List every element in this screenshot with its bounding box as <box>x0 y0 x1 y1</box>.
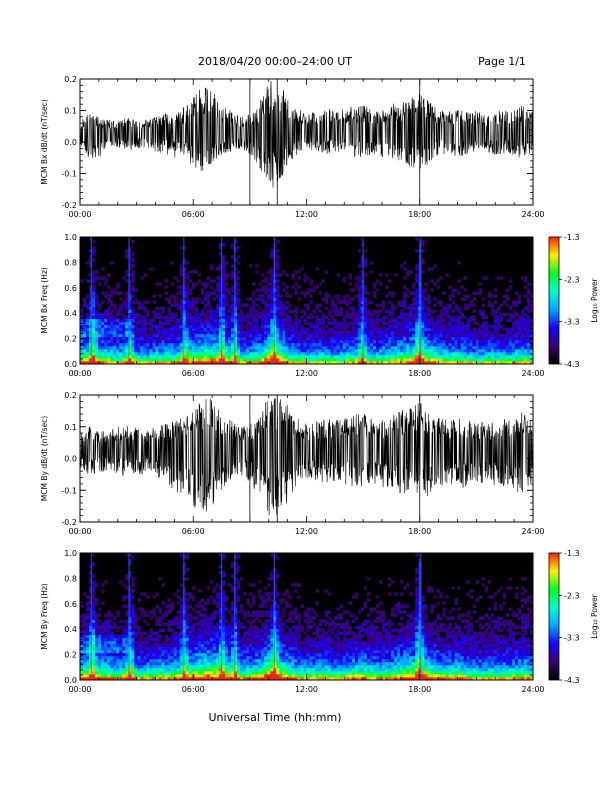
x-tick-label: 12:00 <box>295 210 318 219</box>
y-tick-label: 0.0 <box>64 676 77 685</box>
colorbar-tick-label: -3.3 <box>564 318 580 327</box>
spectrogram-cells <box>80 553 533 680</box>
x-tick-label: 24:00 <box>521 210 544 219</box>
by-colorbar: -1.3 -2.3 -3.3 -4.3 Log₁₀ Power <box>548 549 599 685</box>
x-tick-label: 24:00 <box>521 527 544 536</box>
colorbar-tick-label: -1.3 <box>564 233 580 242</box>
colorbar-tick-label: -3.3 <box>564 634 580 643</box>
y-tick-label: -0.1 <box>61 170 77 179</box>
colorbar-tick-label: -2.3 <box>564 275 580 284</box>
x-tick-label: 06:00 <box>182 685 205 694</box>
colorbar-label: Log₁₀ Power <box>590 593 599 638</box>
x-tick-label: 06:00 <box>182 527 205 536</box>
y-tick-label: 0.8 <box>64 574 77 583</box>
x-tick-label: 00:00 <box>68 685 91 694</box>
y-tick-label: 0.2 <box>64 335 77 344</box>
x-tick-label: 12:00 <box>295 369 318 378</box>
x-tick-label: 12:00 <box>295 527 318 536</box>
dbdt-series-line <box>80 397 533 516</box>
y-axis-label: MCM Bx Freq (Hz) <box>40 267 49 333</box>
waveform-trace <box>80 395 533 522</box>
x-tick-label: 18:00 <box>408 369 431 378</box>
by-spectrogram-panel: 0.0 0.2 0.4 0.6 0.8 1.0 00:00 06:00 12:00 18:00 24… <box>40 549 545 694</box>
y-tick-label: 0.0 <box>64 455 77 464</box>
x-tick-label: 18:00 <box>408 210 431 219</box>
colorbar-tick-label: -4.3 <box>564 360 580 369</box>
x-tick-label: 12:00 <box>295 685 318 694</box>
spectrogram-cells <box>80 237 533 364</box>
y-tick-label: 0.6 <box>64 284 77 293</box>
x-tick-label: 00:00 <box>68 210 91 219</box>
y-tick-label: -0.2 <box>61 201 77 210</box>
page-indicator: Page 1/1 <box>478 55 526 68</box>
colorbar-label: Log₁₀ Power <box>590 277 599 322</box>
colorbar-tick-label: -1.3 <box>564 549 580 558</box>
x-tick-label: 24:00 <box>521 369 544 378</box>
dbdt-series-line <box>80 81 533 188</box>
y-axis-label: MCM By Freq (Hz) <box>40 583 49 649</box>
y-tick-label: 0.4 <box>64 625 77 634</box>
y-axis-label: MCM By dB/dt (nT/sec) <box>40 416 49 501</box>
y-tick-label: 0.6 <box>64 600 77 609</box>
colorbar-tick-label: -2.3 <box>564 591 580 600</box>
colorbar-scale <box>548 552 560 681</box>
y-tick-label: 0.8 <box>64 258 77 267</box>
y-axis-label: MCM Bx dB/dt (nT/sec) <box>40 99 49 184</box>
x-tick-label: 18:00 <box>408 685 431 694</box>
y-tick-label: 0.1 <box>64 107 77 116</box>
bx-spectrogram-panel: 0.0 0.2 0.4 0.6 0.8 1.0 00:00 06:00 12:00 18:00 24… <box>40 233 545 378</box>
y-tick-label: -0.1 <box>61 486 77 495</box>
colorbar-scale <box>548 236 560 365</box>
y-tick-label: 0.4 <box>64 309 77 318</box>
y-tick-label: 0.1 <box>64 423 77 432</box>
figure-title: 2018/04/20 00:00–24:00 UT <box>198 55 352 68</box>
by-dbdt-panel: -0.2 -0.1 0.0 0.1 0.2 00:00 06:00 12:00 18:00 24:… <box>40 391 545 536</box>
x-tick-label: 24:00 <box>521 685 544 694</box>
x-tick-label: 06:00 <box>182 210 205 219</box>
y-tick-label: -0.2 <box>61 518 77 527</box>
bx-dbdt-panel: -0.2 -0.1 0.0 0.1 0.2 00:00 06:00 12:00 18:00 24:… <box>40 75 545 219</box>
x-tick-label: 00:00 <box>68 369 91 378</box>
colorbar-tick-label: -4.3 <box>564 676 580 685</box>
y-tick-label: 1.0 <box>64 233 77 242</box>
x-tick-label: 18:00 <box>408 527 431 536</box>
y-tick-label: 0.0 <box>64 360 77 369</box>
x-tick-label: 00:00 <box>68 527 91 536</box>
x-tick-label: 06:00 <box>182 369 205 378</box>
y-tick-label: 1.0 <box>64 549 77 558</box>
bx-colorbar: -1.3 -2.3 -3.3 -4.3 Log₁₀ Power <box>548 233 599 369</box>
x-axis-title: Universal Time (hh:mm) <box>209 711 342 724</box>
y-tick-label: 0.2 <box>64 651 77 660</box>
y-tick-label: 0.0 <box>64 138 77 147</box>
y-tick-label: 0.2 <box>64 75 77 84</box>
waveform-trace <box>80 79 533 205</box>
y-tick-label: 0.2 <box>64 391 77 400</box>
